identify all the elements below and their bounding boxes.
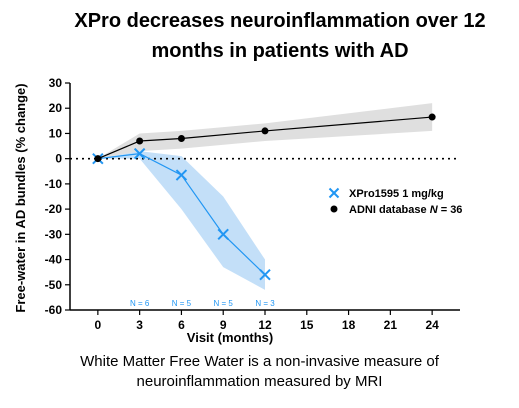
legend-label-xpro: XPro1595 1 mg/kg	[349, 188, 444, 200]
data-point-xpro	[133, 147, 146, 160]
legend: XPro1595 1 mg/kg ADNI database N = 36	[328, 187, 462, 216]
y-tick-label: 10	[49, 126, 63, 140]
legend-x-marker	[328, 187, 340, 199]
x-tick-label: 3	[136, 318, 143, 332]
y-axis-title: Free-water in AD bundles (% change)	[13, 83, 28, 312]
y-tick-label: -50	[45, 278, 63, 292]
x-marker-stroke	[217, 228, 229, 241]
y-tick-label: -10	[45, 177, 63, 191]
x-marker-stroke	[259, 268, 271, 281]
x-tick-label: 9	[220, 318, 227, 332]
x-marker-stroke	[175, 169, 188, 181]
chart-title: XPro decreases neuroinflammation over 12…	[74, 10, 486, 62]
x-tick-label: 21	[384, 318, 398, 332]
x-axis-title: Visit (months)	[187, 330, 273, 345]
x-marker-stroke	[133, 147, 146, 160]
x-tick-label: 24	[425, 318, 439, 332]
data-point-xpro	[175, 169, 188, 181]
y-tick-label: -40	[45, 253, 63, 267]
data-point-adni	[261, 127, 269, 135]
confidence-band-xpro	[97, 151, 265, 290]
caption: White Matter Free Water is a non-invasiv…	[80, 353, 439, 390]
y-tick-label: 30	[49, 76, 63, 90]
y-tick-label: -60	[45, 303, 63, 317]
data-point-xpro	[217, 228, 229, 241]
y-tick-label: 0	[55, 152, 62, 166]
x-tick-label: 6	[178, 318, 185, 332]
data-point-adni	[94, 155, 102, 163]
series-group	[92, 113, 436, 281]
x-tick-label: 0	[95, 318, 102, 332]
legend-x-stroke	[328, 187, 340, 199]
axes: 30 20 10 0 -10 -20 -30 -40 -50 -60 0 3 6 9 12 15 18 21 24	[45, 76, 460, 332]
y-tick-label: 20	[49, 101, 63, 115]
x-tick-label: 12	[258, 318, 272, 332]
x-tick-label: 15	[300, 318, 314, 332]
y-tick-label: -30	[45, 227, 63, 241]
data-point-adni	[428, 113, 436, 121]
n-annotation: N = 3	[255, 299, 275, 308]
legend-label-adni: ADNI database N = 36	[349, 204, 462, 216]
n-annotation: N = 5	[214, 299, 234, 308]
data-point-adni	[177, 134, 185, 142]
annotations: N = 6 N = 5 N = 5 N = 3	[130, 299, 275, 308]
legend-dot-marker	[330, 205, 338, 213]
y-tick-label: -20	[45, 202, 63, 216]
data-point-xpro	[259, 268, 271, 281]
data-point-adni	[136, 137, 144, 145]
x-tick-label: 18	[342, 318, 356, 332]
n-annotation: N = 5	[172, 299, 192, 308]
n-annotation: N = 6	[130, 299, 150, 308]
legend-item-xpro: XPro1595 1 mg/kg	[328, 187, 444, 200]
legend-item-adni: ADNI database N = 36	[330, 204, 462, 216]
